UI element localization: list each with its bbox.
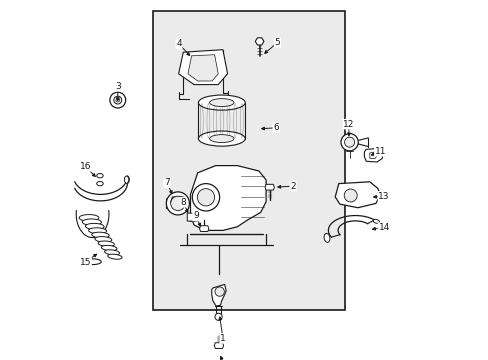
- Circle shape: [215, 287, 224, 296]
- Circle shape: [197, 189, 214, 206]
- Text: 15: 15: [80, 258, 91, 266]
- Polygon shape: [187, 213, 197, 221]
- Text: 4: 4: [176, 40, 182, 49]
- Ellipse shape: [92, 232, 109, 238]
- Polygon shape: [335, 182, 380, 208]
- Ellipse shape: [98, 241, 114, 247]
- Text: 11: 11: [374, 147, 386, 156]
- Polygon shape: [199, 226, 208, 231]
- Polygon shape: [369, 152, 377, 158]
- Text: 2: 2: [290, 181, 295, 191]
- Ellipse shape: [107, 254, 122, 259]
- Ellipse shape: [101, 246, 117, 251]
- Polygon shape: [211, 284, 225, 306]
- Polygon shape: [264, 184, 274, 190]
- Ellipse shape: [82, 219, 101, 225]
- Ellipse shape: [88, 228, 106, 234]
- Ellipse shape: [97, 174, 103, 178]
- Circle shape: [192, 184, 219, 211]
- Text: 7: 7: [164, 178, 170, 187]
- Ellipse shape: [79, 215, 99, 221]
- Text: 14: 14: [378, 223, 389, 232]
- Polygon shape: [190, 166, 265, 230]
- Ellipse shape: [104, 250, 119, 255]
- Polygon shape: [178, 50, 227, 85]
- Circle shape: [215, 313, 222, 320]
- Circle shape: [170, 196, 185, 211]
- Polygon shape: [214, 343, 223, 348]
- Circle shape: [110, 92, 125, 108]
- Ellipse shape: [85, 224, 104, 229]
- Text: 5: 5: [274, 38, 280, 47]
- Ellipse shape: [372, 219, 379, 223]
- Bar: [152, 11, 345, 310]
- Ellipse shape: [124, 176, 128, 183]
- Polygon shape: [364, 148, 382, 162]
- Text: 9: 9: [193, 211, 198, 220]
- Circle shape: [114, 96, 122, 104]
- Text: 8: 8: [180, 198, 186, 207]
- Ellipse shape: [84, 259, 101, 265]
- Ellipse shape: [209, 135, 234, 143]
- Circle shape: [166, 192, 189, 215]
- Text: 12: 12: [343, 120, 354, 129]
- Polygon shape: [187, 55, 218, 81]
- Circle shape: [116, 98, 120, 102]
- Polygon shape: [255, 38, 264, 45]
- Ellipse shape: [198, 131, 244, 146]
- Circle shape: [344, 137, 354, 147]
- Ellipse shape: [125, 176, 129, 183]
- Ellipse shape: [198, 95, 244, 110]
- Polygon shape: [170, 197, 185, 207]
- Text: 1: 1: [220, 334, 225, 343]
- Text: 13: 13: [378, 192, 389, 201]
- Ellipse shape: [97, 181, 103, 186]
- Text: 3: 3: [115, 82, 121, 91]
- Text: 6: 6: [273, 123, 279, 132]
- Ellipse shape: [209, 99, 234, 107]
- Circle shape: [344, 189, 356, 202]
- Ellipse shape: [95, 237, 112, 242]
- Text: 16: 16: [80, 162, 91, 171]
- Circle shape: [340, 134, 358, 151]
- Ellipse shape: [324, 233, 329, 242]
